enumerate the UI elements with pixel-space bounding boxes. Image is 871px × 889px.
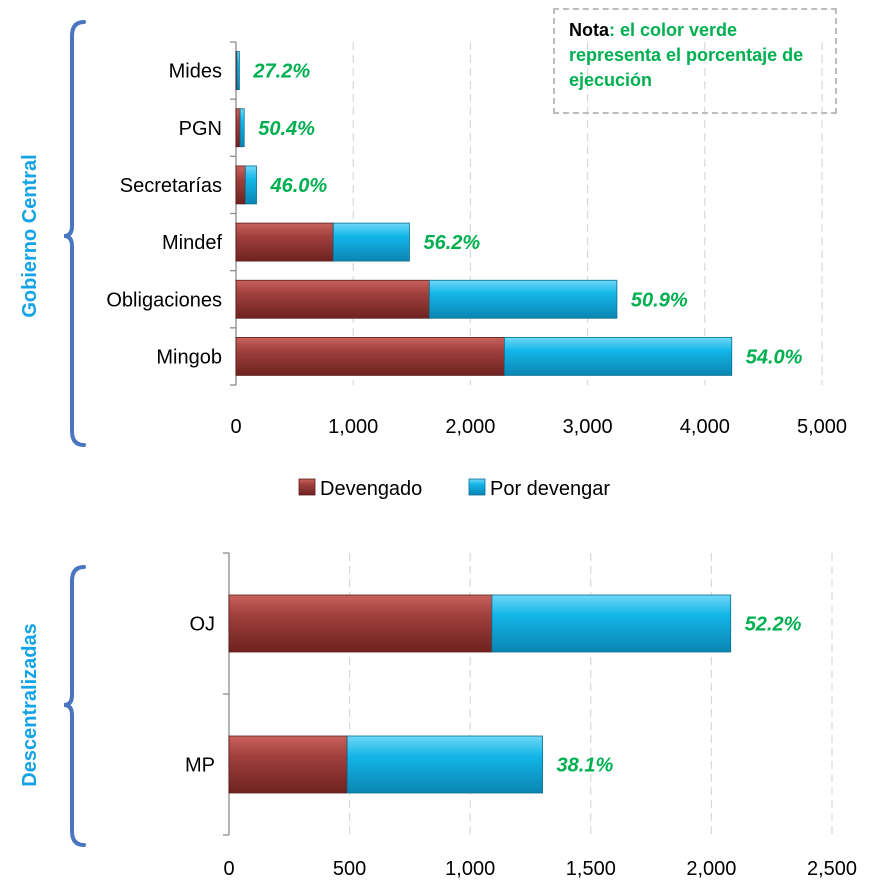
note-label: Nota xyxy=(569,20,609,40)
bar-por-devengar xyxy=(428,279,618,319)
percent-label: 50.9% xyxy=(631,289,688,311)
bar-devengado xyxy=(228,735,348,794)
category-label: OJ xyxy=(189,614,215,636)
bar-devengado xyxy=(235,279,430,319)
percent-label: 54.0% xyxy=(746,346,803,368)
group-label: Gobierno Central xyxy=(19,154,41,317)
group-bracket xyxy=(63,20,86,447)
x-tick-label: 0 xyxy=(230,416,241,438)
bar-devengado xyxy=(235,337,505,376)
category-label: Mides xyxy=(169,61,222,83)
bar-por-devengar xyxy=(244,165,257,205)
note-box: Nota: el color verde representa el porce… xyxy=(553,8,837,114)
bar-devengado xyxy=(235,222,334,262)
bar-por-devengar xyxy=(236,51,240,90)
x-tick-label: 500 xyxy=(333,858,366,880)
percent-label: 50.4% xyxy=(258,118,315,140)
bar-devengado xyxy=(228,594,493,653)
group-bracket xyxy=(63,565,86,847)
category-label: PGN xyxy=(179,118,222,140)
percent-label: 27.2% xyxy=(252,61,310,83)
bar-devengado xyxy=(235,108,241,148)
bar-devengado xyxy=(235,165,246,205)
legend-label: Devengado xyxy=(320,478,422,500)
x-tick-label: 2,000 xyxy=(445,416,495,438)
x-tick-label: 2,500 xyxy=(807,858,857,880)
category-label: MP xyxy=(185,755,215,777)
category-label: Obligaciones xyxy=(106,289,222,311)
bar-por-devengar xyxy=(503,337,733,376)
bar-por-devengar xyxy=(239,108,245,148)
bar-por-devengar xyxy=(491,594,732,653)
note-text: : el color verde representa el porcentaj… xyxy=(569,20,804,90)
x-tick-label: 1,000 xyxy=(328,416,378,438)
x-tick-label: 3,000 xyxy=(563,416,613,438)
percent-label: 46.0% xyxy=(270,175,328,197)
percent-label: 56.2% xyxy=(423,232,480,254)
legend-swatch xyxy=(468,478,486,496)
category-label: Secretarías xyxy=(120,175,222,197)
category-label: Mingob xyxy=(156,346,222,368)
x-tick-label: 2,000 xyxy=(686,858,736,880)
legend-label: Por devengar xyxy=(490,478,610,500)
x-tick-label: 1,500 xyxy=(566,858,616,880)
percent-label: 38.1% xyxy=(557,755,614,777)
bar-por-devengar xyxy=(346,735,543,794)
group-label: Descentralizadas xyxy=(19,623,41,786)
category-label: Mindef xyxy=(162,232,222,254)
x-tick-label: 0 xyxy=(223,858,234,880)
bar-por-devengar xyxy=(332,222,410,262)
percent-label: 52.2% xyxy=(745,614,802,636)
x-tick-label: 1,000 xyxy=(445,858,495,880)
x-tick-label: 4,000 xyxy=(680,416,730,438)
legend-swatch xyxy=(298,478,316,496)
x-tick-label: 5,000 xyxy=(797,416,847,438)
